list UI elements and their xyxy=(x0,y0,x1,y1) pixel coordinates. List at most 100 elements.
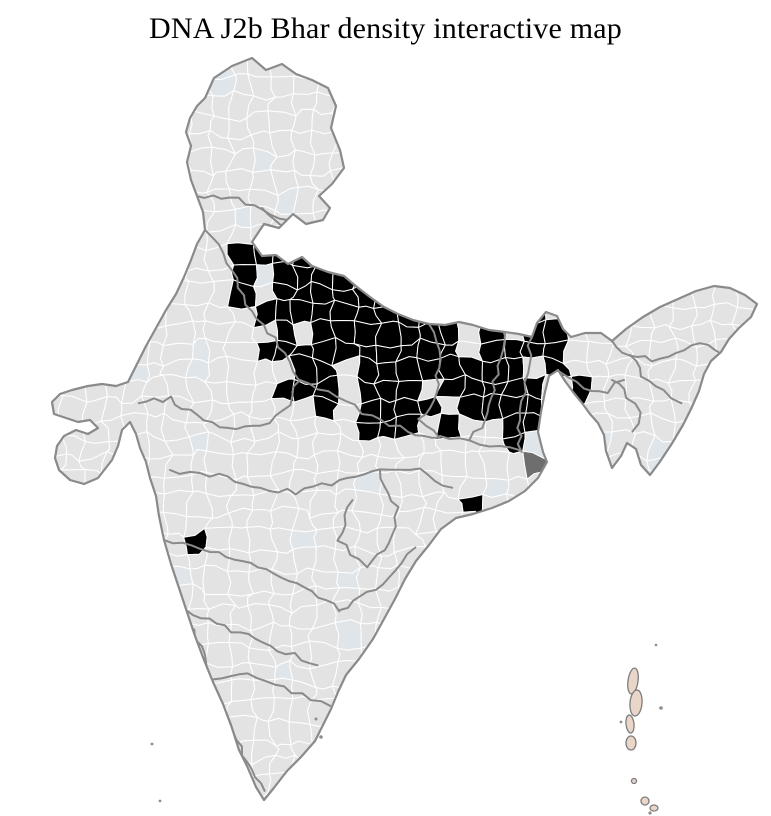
district[interactable] xyxy=(542,486,573,518)
district[interactable] xyxy=(750,35,771,59)
district[interactable] xyxy=(372,70,404,99)
district[interactable] xyxy=(712,242,742,270)
district[interactable] xyxy=(42,268,61,289)
district[interactable] xyxy=(121,131,152,151)
district[interactable] xyxy=(18,667,45,682)
district[interactable] xyxy=(331,108,360,139)
district[interactable] xyxy=(226,355,258,386)
district[interactable] xyxy=(144,247,174,268)
district[interactable] xyxy=(332,204,357,229)
district[interactable] xyxy=(354,704,380,726)
district[interactable] xyxy=(59,601,82,629)
district[interactable] xyxy=(101,280,131,310)
district[interactable] xyxy=(248,398,276,420)
district[interactable] xyxy=(435,568,466,590)
district[interactable] xyxy=(562,165,593,193)
district[interactable] xyxy=(373,184,398,210)
district[interactable] xyxy=(604,585,634,610)
district[interactable] xyxy=(645,146,678,172)
district[interactable] xyxy=(523,205,549,231)
district[interactable] xyxy=(171,34,192,62)
district[interactable] xyxy=(374,698,403,726)
district[interactable] xyxy=(61,527,89,556)
district[interactable] xyxy=(438,774,468,801)
district[interactable] xyxy=(23,624,48,645)
district[interactable] xyxy=(186,697,214,723)
district[interactable] xyxy=(707,413,741,437)
district[interactable] xyxy=(21,723,43,743)
district[interactable] xyxy=(542,527,573,550)
district[interactable] xyxy=(164,697,194,728)
district[interactable] xyxy=(751,507,771,531)
district[interactable] xyxy=(104,191,125,206)
district[interactable] xyxy=(62,317,90,347)
district[interactable] xyxy=(86,204,110,227)
district[interactable] xyxy=(478,222,507,252)
district[interactable] xyxy=(519,548,549,574)
district[interactable] xyxy=(457,51,483,75)
district[interactable] xyxy=(586,73,608,101)
district[interactable] xyxy=(565,472,594,494)
district[interactable] xyxy=(85,771,111,799)
district[interactable] xyxy=(416,71,446,94)
district[interactable] xyxy=(482,110,510,135)
district[interactable] xyxy=(499,716,530,739)
district[interactable] xyxy=(604,266,630,289)
district[interactable] xyxy=(19,282,48,303)
district[interactable] xyxy=(478,514,505,534)
district[interactable] xyxy=(543,260,566,289)
district[interactable] xyxy=(332,222,356,250)
district[interactable] xyxy=(608,605,634,633)
district[interactable] xyxy=(18,95,47,117)
district[interactable] xyxy=(59,171,83,192)
district[interactable] xyxy=(504,167,528,192)
district[interactable] xyxy=(209,735,235,759)
district[interactable] xyxy=(626,149,652,175)
district[interactable] xyxy=(309,36,334,53)
district[interactable] xyxy=(755,660,771,687)
district[interactable] xyxy=(17,131,45,154)
district[interactable] xyxy=(625,58,654,81)
district[interactable] xyxy=(627,241,657,272)
district[interactable] xyxy=(18,34,44,61)
district[interactable] xyxy=(667,469,699,498)
district[interactable] xyxy=(78,604,111,632)
district[interactable] xyxy=(86,511,105,537)
district[interactable] xyxy=(566,658,584,690)
district[interactable] xyxy=(19,527,46,556)
district[interactable] xyxy=(694,545,716,576)
district[interactable] xyxy=(207,622,232,645)
district[interactable] xyxy=(506,797,528,816)
district[interactable] xyxy=(520,132,551,154)
district[interactable] xyxy=(731,741,755,760)
district[interactable] xyxy=(544,300,566,321)
district[interactable] xyxy=(17,185,41,211)
district[interactable] xyxy=(60,770,89,798)
district[interactable] xyxy=(562,645,594,663)
district[interactable] xyxy=(18,319,42,342)
district[interactable] xyxy=(731,323,760,346)
district[interactable] xyxy=(479,641,512,668)
district[interactable] xyxy=(59,74,89,100)
district[interactable] xyxy=(334,185,362,213)
district[interactable] xyxy=(20,396,47,421)
district[interactable] xyxy=(563,132,592,155)
district[interactable] xyxy=(583,571,610,593)
district[interactable] xyxy=(647,239,671,263)
district[interactable] xyxy=(207,36,230,55)
district[interactable] xyxy=(418,644,447,672)
district[interactable] xyxy=(477,735,508,765)
district[interactable] xyxy=(39,757,65,781)
district[interactable] xyxy=(733,698,759,726)
district[interactable] xyxy=(753,741,771,756)
district[interactable] xyxy=(649,630,674,653)
district[interactable] xyxy=(582,609,612,633)
district[interactable] xyxy=(82,642,110,664)
district[interactable] xyxy=(625,222,657,252)
district[interactable] xyxy=(171,778,193,798)
district[interactable] xyxy=(334,619,362,651)
district[interactable] xyxy=(710,642,736,669)
district[interactable] xyxy=(751,184,771,215)
district[interactable] xyxy=(375,757,400,781)
district[interactable] xyxy=(186,776,215,800)
